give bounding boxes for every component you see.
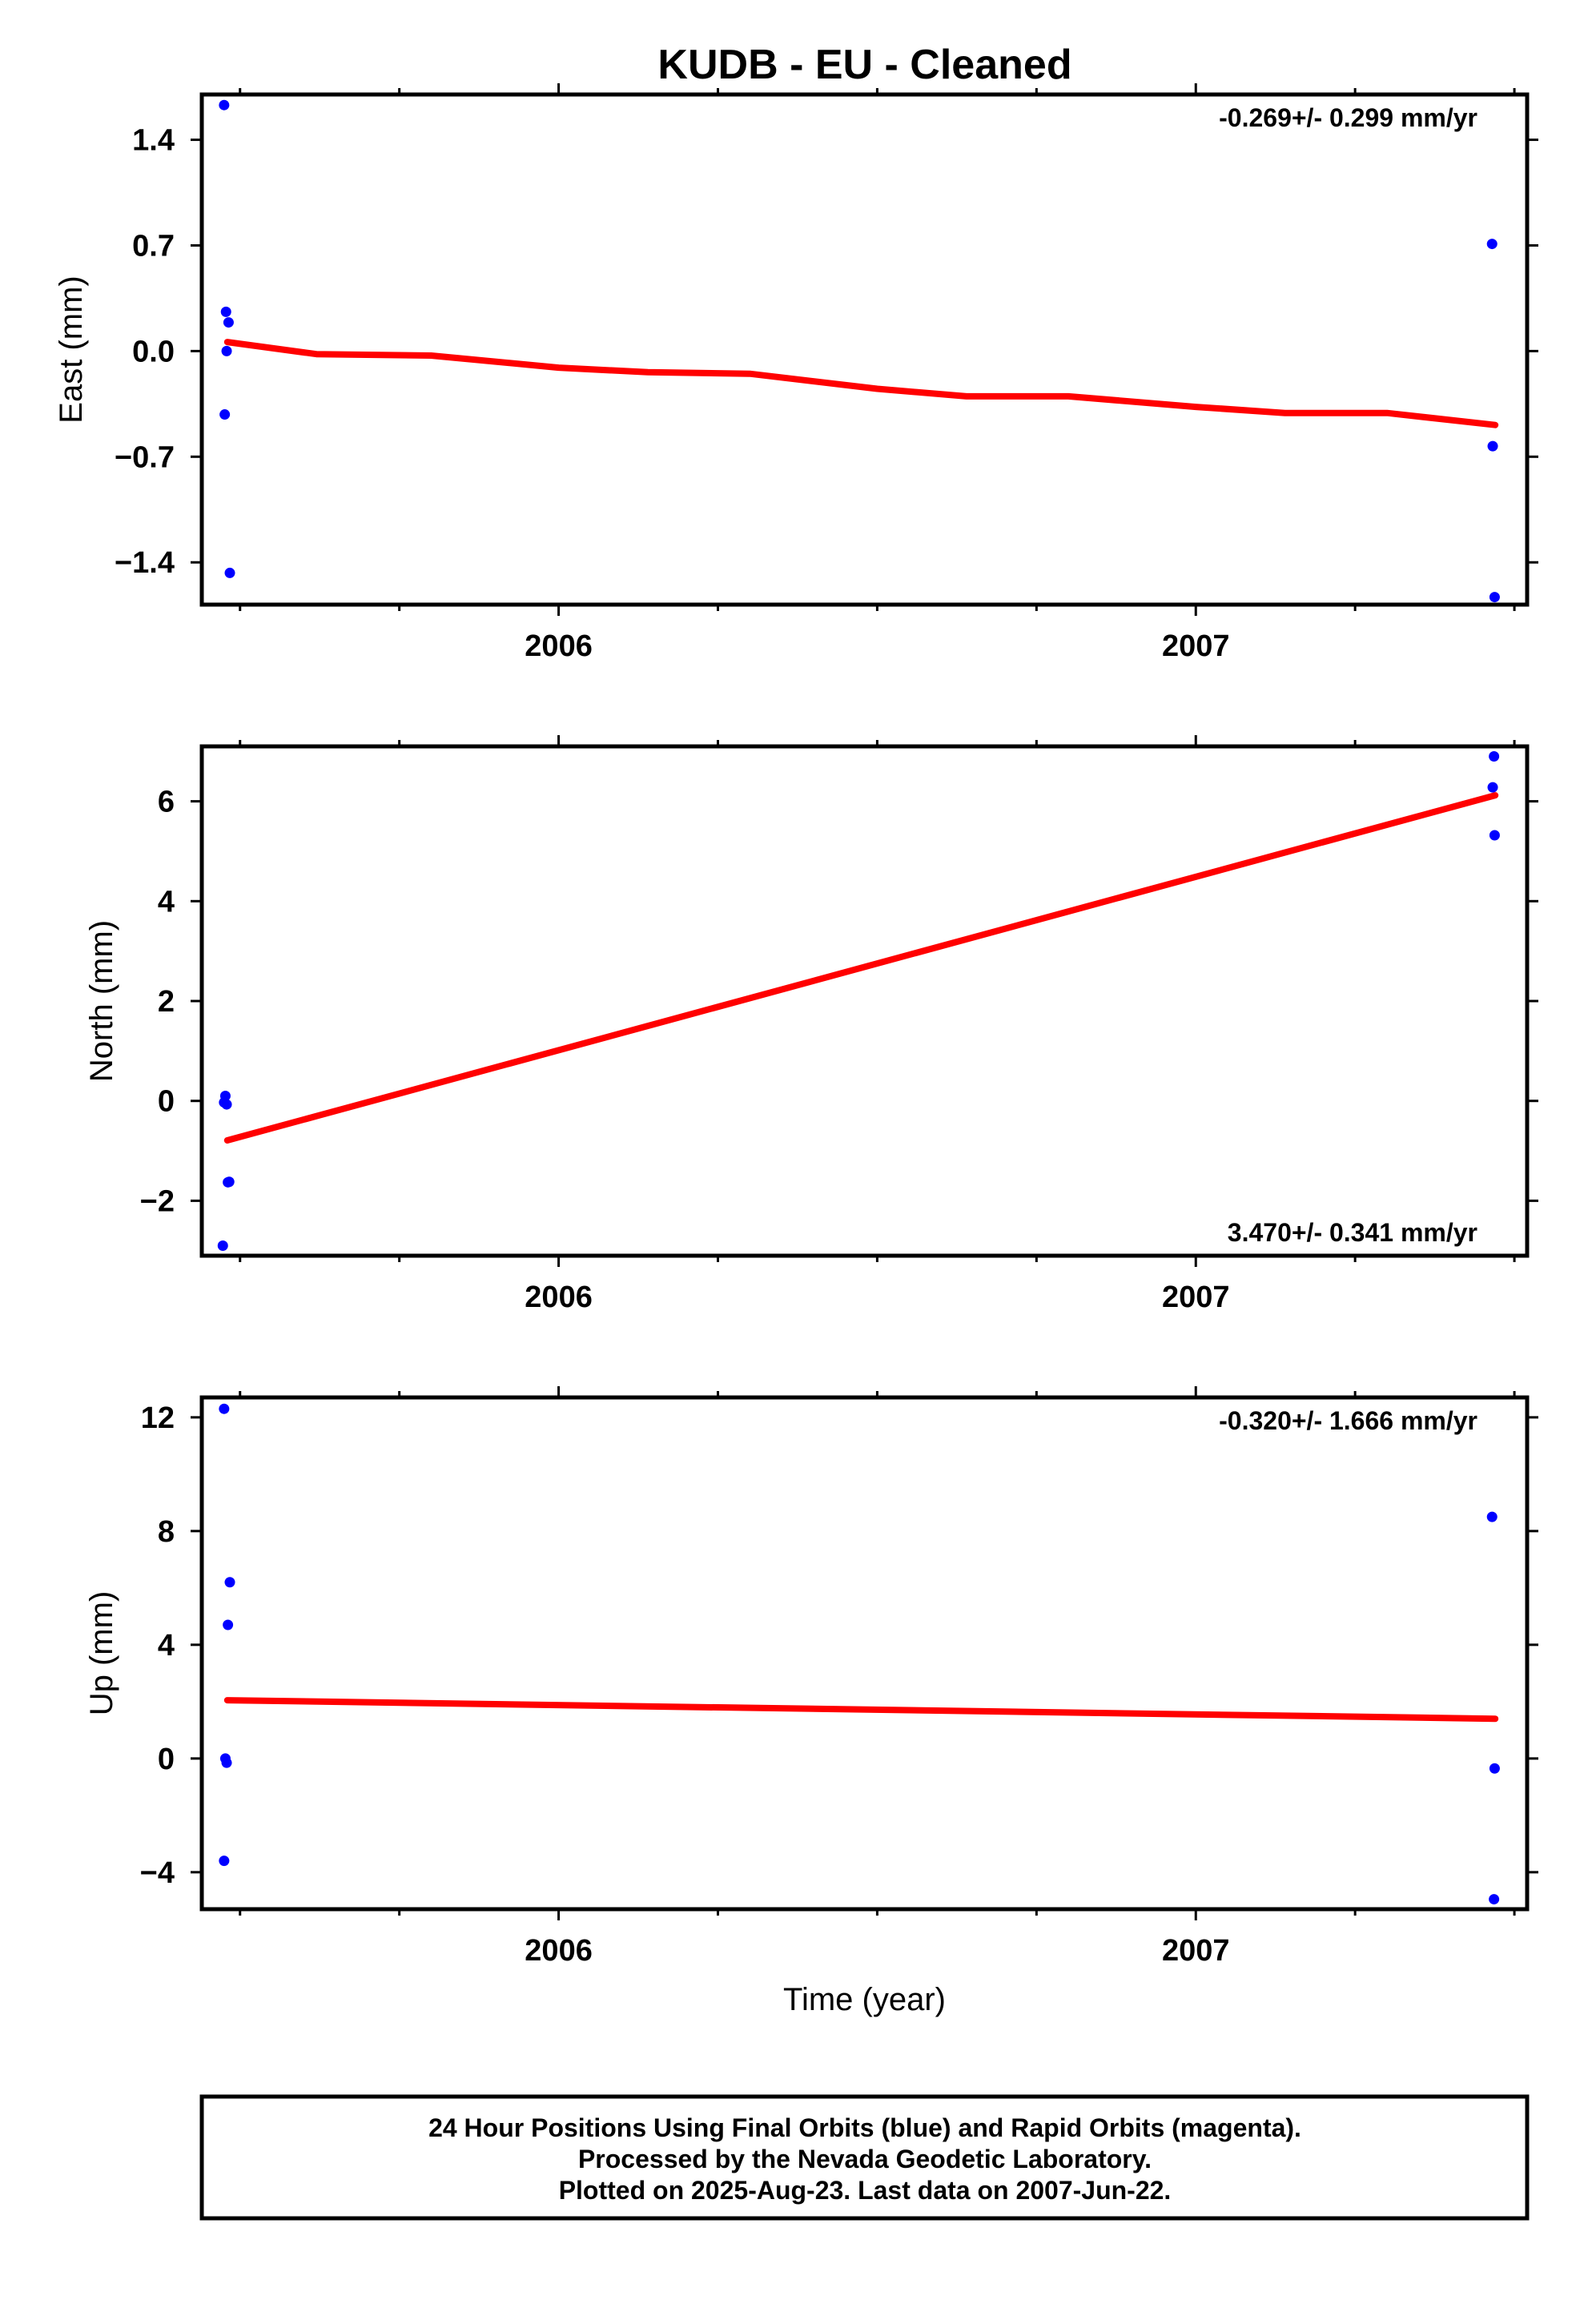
data-point [1487, 440, 1498, 452]
x-tick-label: 2007 [1162, 629, 1230, 663]
velocity-annotation: 3.470+/- 0.341 mm/yr [1228, 1218, 1477, 1247]
data-point [223, 317, 234, 328]
y-tick-label: 0.0 [132, 335, 175, 368]
data-point [223, 1619, 234, 1630]
y-tick-label: 4 [158, 885, 175, 919]
trend-line [223, 1697, 1499, 1723]
y-tick-label: 1.4 [132, 124, 175, 158]
plot-frame [199, 744, 1530, 1258]
data-point [1486, 239, 1498, 250]
y-tick-label: −2 [140, 1184, 175, 1218]
east-panel: 2006 2007 1.4 0.7 0.0 −0.7 −1.4 East (mm) -0.269… [54, 83, 1538, 663]
caption-line-3: Plotted on 2025-Aug-23. Last data on 200… [559, 2176, 1172, 2205]
y-tick-label: 6 [158, 786, 175, 819]
x-tick-label: 2006 [525, 629, 593, 663]
data-point [219, 1856, 230, 1867]
data-point [1489, 1894, 1500, 1905]
up-panel: 2006 2007 12 8 4 0 −4 Up (mm) Time (year) -0.320+… [84, 1386, 1538, 2017]
plot-frame [199, 1395, 1530, 1912]
x-tick-label: 2006 [525, 1934, 593, 1968]
y-tick-label: 12 [141, 1401, 175, 1435]
data-point [219, 1403, 230, 1414]
data-point [1487, 782, 1498, 793]
trend-line [223, 339, 1499, 428]
y-tick-label: −0.7 [115, 440, 175, 474]
data-point [223, 1176, 234, 1188]
data-point [221, 345, 232, 356]
data-point [1486, 1511, 1498, 1522]
data-point [1489, 592, 1500, 603]
chart-title: KUDB - EU - Cleaned [657, 42, 1071, 88]
velocity-annotation: -0.320+/- 1.666 mm/yr [1219, 1406, 1477, 1435]
caption-line-2: Processed by the Nevada Geodetic Laborat… [578, 2145, 1152, 2173]
data-point [220, 306, 231, 317]
data-point [224, 567, 235, 578]
data-point [219, 409, 231, 420]
y-tick-label: 0.7 [132, 229, 175, 263]
velocity-annotation: -0.269+/- 0.299 mm/yr [1219, 103, 1477, 132]
plot-frame [199, 92, 1530, 607]
x-tick-label: 2007 [1162, 1281, 1230, 1314]
data-point [221, 1757, 232, 1768]
x-axis-label: Time (year) [783, 1982, 946, 2017]
data-point [1489, 1763, 1500, 1774]
y-tick-label: −4 [140, 1856, 175, 1890]
y-tick-label: −1.4 [115, 546, 175, 580]
data-point [224, 1577, 235, 1588]
y-tick-label: 4 [158, 1629, 175, 1663]
y-tick-label: 2 [158, 985, 175, 1019]
y-tick-label: 0 [158, 1743, 175, 1776]
trend-line [223, 792, 1499, 1144]
y-tick-label: 8 [158, 1515, 175, 1549]
y-axis-label: Up (mm) [84, 1591, 119, 1716]
y-tick-label: 0 [158, 1085, 175, 1119]
caption-box: 24 Hour Positions Using Final Orbits (bl… [199, 2094, 1530, 2221]
data-point [1489, 750, 1500, 762]
data-point [219, 99, 230, 111]
north-panel: 2006 2007 6 4 2 0 −2 North (mm) 3.470+/- 0.341 m… [84, 735, 1538, 1314]
data-point [217, 1240, 228, 1252]
caption-line-1: 24 Hour Positions Using Final Orbits (bl… [428, 2113, 1301, 2142]
y-axis-label: East (mm) [54, 275, 89, 423]
data-point [1489, 830, 1500, 841]
data-point [221, 1099, 232, 1110]
y-axis-label: North (mm) [84, 920, 119, 1082]
x-tick-label: 2006 [525, 1281, 593, 1314]
x-tick-label: 2007 [1162, 1934, 1230, 1968]
